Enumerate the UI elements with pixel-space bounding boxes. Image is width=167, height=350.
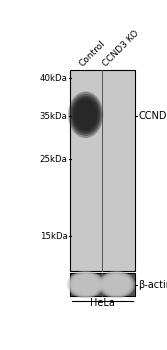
Text: Control: Control xyxy=(77,39,107,68)
Text: 35kDa: 35kDa xyxy=(40,112,67,121)
Ellipse shape xyxy=(70,273,101,296)
Ellipse shape xyxy=(73,98,98,132)
Ellipse shape xyxy=(69,92,103,138)
Ellipse shape xyxy=(103,275,130,294)
Ellipse shape xyxy=(99,271,135,298)
Ellipse shape xyxy=(101,273,132,296)
FancyBboxPatch shape xyxy=(70,273,135,296)
Text: CCND3: CCND3 xyxy=(138,111,167,121)
FancyBboxPatch shape xyxy=(70,70,135,271)
Ellipse shape xyxy=(71,96,100,133)
Text: 15kDa: 15kDa xyxy=(40,232,67,240)
Ellipse shape xyxy=(100,272,133,297)
Text: 25kDa: 25kDa xyxy=(40,155,67,164)
Ellipse shape xyxy=(104,276,129,293)
Text: CCND3 KO: CCND3 KO xyxy=(101,29,141,68)
Text: 40kDa: 40kDa xyxy=(40,74,67,83)
Ellipse shape xyxy=(74,100,97,130)
Text: β-actin: β-actin xyxy=(138,280,167,289)
Ellipse shape xyxy=(72,275,99,294)
Ellipse shape xyxy=(76,102,95,128)
Ellipse shape xyxy=(67,271,104,298)
Text: HeLa: HeLa xyxy=(90,299,115,308)
Ellipse shape xyxy=(70,94,101,135)
Ellipse shape xyxy=(73,276,98,293)
Ellipse shape xyxy=(69,272,102,297)
